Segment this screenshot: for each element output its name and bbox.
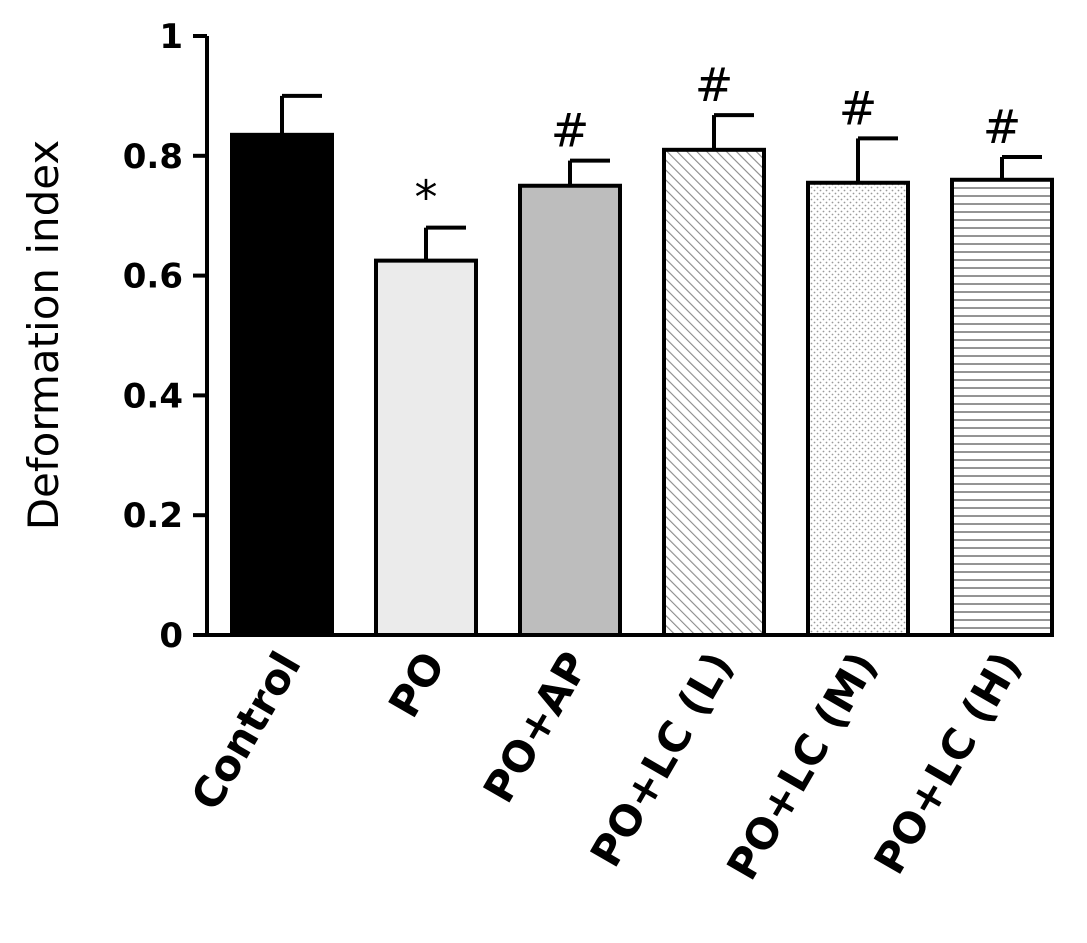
x-tick-label: PO+LC (H) (865, 644, 1031, 883)
y-tick-label: 1 (159, 17, 183, 57)
bar-po-lc-m (806, 180, 910, 637)
bar-po-lc-h (950, 177, 1054, 637)
significance-marker: # (551, 104, 590, 158)
x-tick-label: PO+LC (M) (717, 644, 886, 889)
bar-control (230, 132, 334, 638)
y-axis-label: Deformation index (19, 140, 68, 531)
x-tick-label: PO+AP (474, 644, 599, 811)
x-tick-label: PO+LC (L) (581, 644, 743, 876)
significance-marker: # (983, 100, 1022, 154)
x-tick-label: Control (181, 644, 310, 819)
bar-po (374, 258, 478, 637)
bars-group: * # # # # (230, 58, 1054, 638)
significance-marker: * (415, 171, 438, 225)
y-tick-label: 0.2 (123, 496, 183, 536)
y-axis: 0 0.2 0.4 0.6 0.8 1 (123, 17, 1050, 656)
bar-po-lc-l (662, 147, 766, 637)
significance-marker: # (695, 58, 734, 112)
y-tick-label: 0.8 (123, 137, 183, 177)
y-tick-label: 0.4 (123, 376, 183, 416)
x-tick-label: PO (379, 644, 455, 726)
significance-marker: # (839, 81, 878, 135)
y-tick-label: 0 (159, 616, 183, 656)
bar-po-ap (518, 183, 622, 637)
y-tick-label: 0.6 (123, 257, 183, 297)
